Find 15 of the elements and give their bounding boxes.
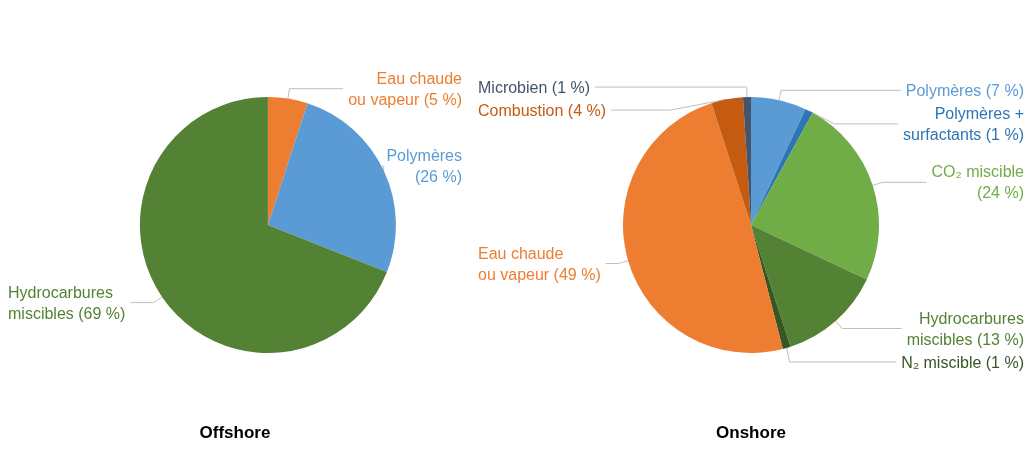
text: Offshore — [199, 423, 271, 442]
slice-label: Polymères — [386, 147, 462, 165]
slice-label: N₂ miscible (1 %) — [901, 353, 1024, 371]
slice-label: Eau chaude ou vapeur (5 %) — [348, 69, 463, 108]
data-label: (24 %) — [976, 184, 1024, 202]
slice-label: Hydrocarbures miscibles (69 %) — [8, 283, 126, 322]
slice-label: CO₂ miscible — [931, 163, 1025, 181]
slice-label: Hydrocarbures miscibles (13 %) — [906, 309, 1024, 348]
slice-label: Polymères + surfactants (1 %) — [903, 104, 1024, 143]
text: Onshore — [716, 423, 786, 442]
data-label: (26 %) — [414, 168, 462, 186]
slice-label: Eau chaude ou vapeur (49 %) — [478, 244, 601, 283]
slice-label: Polymères (7 %) — [905, 81, 1024, 99]
slice-label: Combustion (4 %) — [478, 101, 607, 119]
slice-label: Microbien (1 %) — [478, 78, 591, 96]
